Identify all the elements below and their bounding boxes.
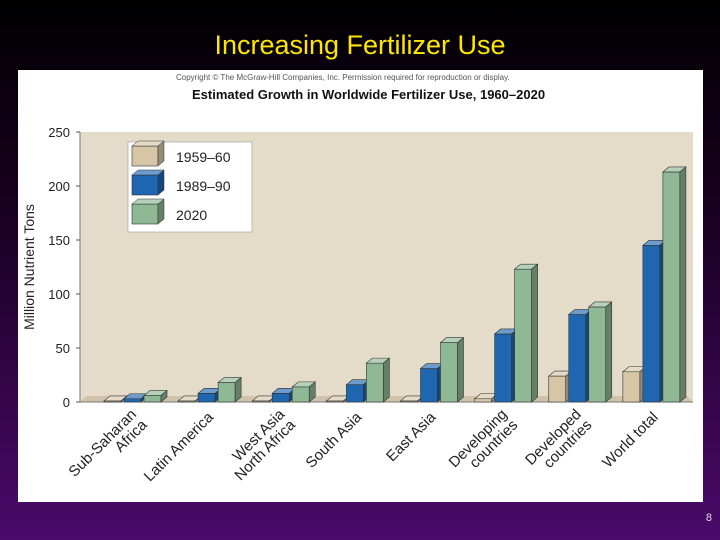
y-tick-label: 0 <box>63 395 70 410</box>
legend-label: 2020 <box>176 207 207 223</box>
x-tick-label: Developingcountries <box>446 406 522 482</box>
bar-front <box>568 314 587 403</box>
bar <box>622 366 647 403</box>
bar-front <box>346 384 364 403</box>
copyright-notice: Copyright © The McGraw-Hill Companies, I… <box>176 73 510 82</box>
legend-label: 1959–60 <box>176 149 231 165</box>
bar-side <box>383 357 390 403</box>
bar-side <box>679 166 687 403</box>
bar <box>217 376 242 403</box>
bar-front <box>662 171 681 403</box>
chart-figure: Copyright © The McGraw-Hill Companies, I… <box>18 70 703 502</box>
bar <box>271 387 297 403</box>
bar <box>291 381 317 403</box>
y-tick-label: 200 <box>48 179 70 194</box>
legend-label: 1989–90 <box>176 178 231 194</box>
x-tick-label: World total <box>599 409 662 472</box>
bar-side <box>457 336 464 403</box>
bar <box>642 239 667 403</box>
legend-swatch <box>131 203 159 225</box>
legend-swatch-top <box>131 198 165 205</box>
bar <box>493 328 519 403</box>
bar <box>345 379 371 403</box>
chart-title: Estimated Growth in Worldwide Fertilizer… <box>192 87 546 102</box>
bar-side <box>160 389 168 403</box>
y-tick-label: 50 <box>56 341 70 356</box>
bar-front <box>474 398 492 403</box>
x-tick-label-line: Latin America <box>141 408 218 485</box>
bar-chart: 0 50 100 150 200 250 Million Nutrient Tons Sub-… <box>21 125 693 492</box>
x-tick-label-line: World total <box>599 409 662 472</box>
legend-swatch <box>131 145 159 167</box>
bar-front <box>291 386 310 403</box>
slide-title: Increasing Fertilizer Use <box>214 30 506 60</box>
bar-side <box>605 301 613 403</box>
bar-side <box>234 376 242 403</box>
bar-front <box>217 382 236 403</box>
bar <box>123 393 148 403</box>
y-tick-label: 250 <box>48 125 70 140</box>
y-axis-label: Million Nutrient Tons <box>21 204 37 330</box>
bar <box>567 308 593 403</box>
x-tick-label-line: South Asia <box>302 408 365 471</box>
bar-front <box>420 368 438 403</box>
bar <box>197 387 222 403</box>
legend-swatch-top <box>131 169 165 176</box>
bar-front <box>440 342 458 403</box>
x-tick-label-line: East Asia <box>383 408 440 465</box>
bar-front <box>548 375 567 403</box>
bar-front <box>197 393 216 403</box>
bar-front <box>123 398 142 403</box>
y-tick-label: 100 <box>48 287 70 302</box>
bar <box>547 370 573 403</box>
legend-swatch-top <box>131 140 165 147</box>
bar-side <box>531 263 538 403</box>
bar-front <box>514 268 532 403</box>
bar <box>513 263 539 403</box>
bar-front <box>494 333 512 403</box>
x-tick-label: West AsiaNorth Africa <box>221 406 300 485</box>
legend-swatch <box>131 174 159 196</box>
bar-front <box>366 362 384 403</box>
y-tick-label: 150 <box>48 233 70 248</box>
bar-front <box>143 395 162 403</box>
x-tick-label: South Asia <box>302 408 365 471</box>
bar-front <box>622 371 641 403</box>
x-tick-label: East Asia <box>383 408 440 465</box>
bar-front <box>271 393 290 403</box>
x-tick-label: Sub-SaharanAfrica <box>65 406 151 492</box>
bar <box>662 166 687 403</box>
bar <box>419 362 445 403</box>
x-tick-label: Developedcountries <box>522 406 595 479</box>
page-number: 8 <box>705 512 712 524</box>
bar <box>143 389 168 403</box>
bar <box>439 336 465 403</box>
bar <box>365 357 391 403</box>
bar <box>587 301 613 403</box>
x-tick-label: Latin America <box>141 408 218 485</box>
bar-front <box>588 306 607 403</box>
bar-front <box>642 245 661 403</box>
bar-side <box>308 381 316 403</box>
